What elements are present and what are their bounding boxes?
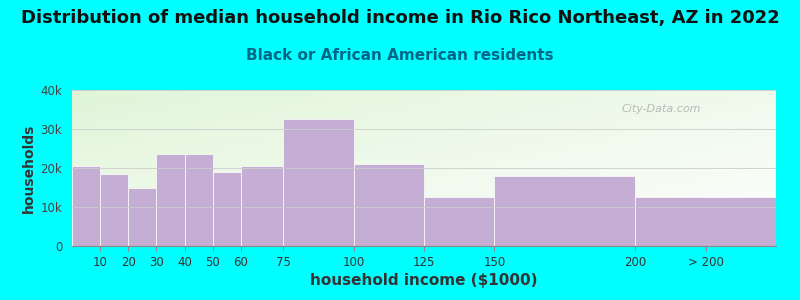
Bar: [213, 172, 241, 246]
Bar: [185, 154, 213, 246]
Bar: [494, 176, 635, 246]
Bar: [635, 197, 776, 246]
Text: City-Data.com: City-Data.com: [621, 104, 701, 114]
Bar: [424, 197, 494, 246]
Bar: [128, 188, 157, 246]
Bar: [72, 166, 100, 246]
Bar: [241, 166, 283, 246]
Bar: [283, 119, 354, 246]
Bar: [100, 174, 128, 246]
Y-axis label: households: households: [22, 123, 36, 213]
Text: Distribution of median household income in Rio Rico Northeast, AZ in 2022: Distribution of median household income …: [21, 9, 779, 27]
X-axis label: household income ($1000): household income ($1000): [310, 273, 538, 288]
Text: Black or African American residents: Black or African American residents: [246, 48, 554, 63]
Bar: [157, 154, 185, 246]
Bar: [354, 164, 424, 246]
